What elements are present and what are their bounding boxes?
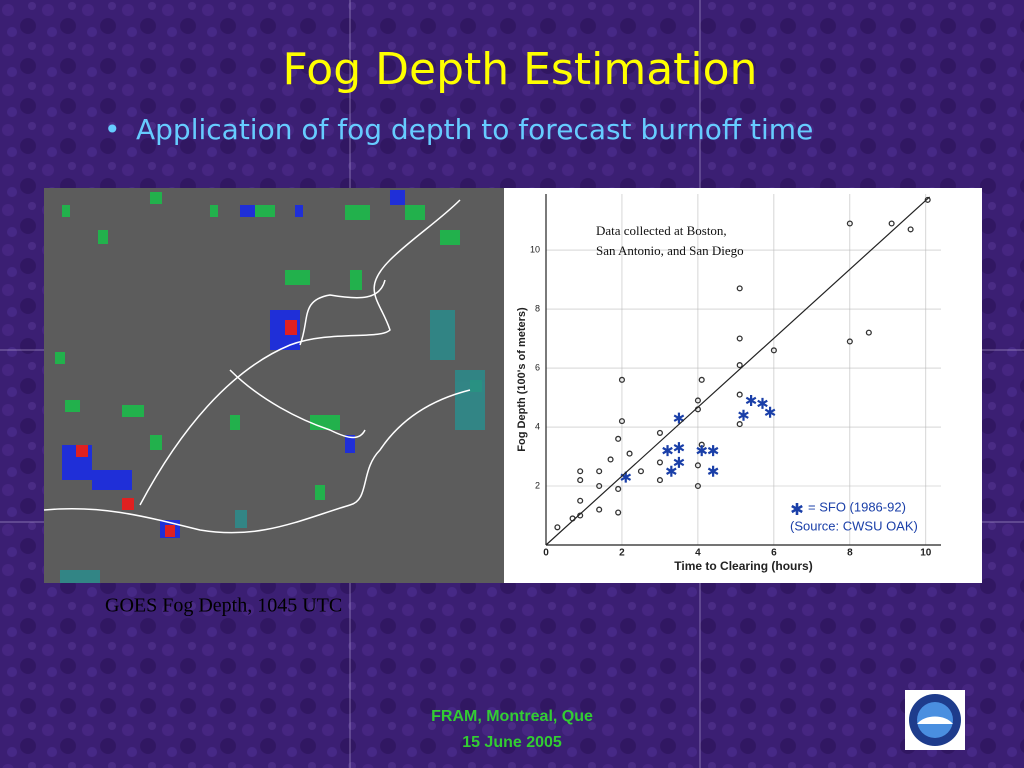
point <box>607 456 614 463</box>
star-point <box>662 445 673 457</box>
map-caption: GOES Fog Depth, 1045 UTC <box>105 595 342 617</box>
fit-line <box>545 196 931 546</box>
point <box>736 421 743 428</box>
x-tick-label: 10 <box>920 548 932 559</box>
point <box>770 347 777 354</box>
x-tick-label: 4 <box>695 548 701 559</box>
bullet: Application of fog depth to forecast bur… <box>136 113 813 146</box>
y-tick-label: 4 <box>535 421 540 431</box>
point <box>694 462 701 469</box>
y-tick-label: 8 <box>535 303 540 313</box>
y-tick-label: 6 <box>535 362 540 372</box>
star-point <box>707 465 719 477</box>
point <box>615 509 622 516</box>
star-point <box>696 445 708 457</box>
y-tick-label: 2 <box>535 480 540 490</box>
point <box>846 338 853 345</box>
x-axis-label: Time to Clearing (hours) <box>674 559 812 573</box>
point <box>694 397 701 404</box>
point <box>698 376 705 383</box>
point <box>736 335 743 342</box>
point <box>618 418 626 425</box>
legend-symbol <box>791 503 803 515</box>
point <box>577 468 584 475</box>
point <box>577 477 584 484</box>
point <box>656 429 663 436</box>
point <box>656 459 663 466</box>
star-point <box>673 442 685 454</box>
x-tick-label: 2 <box>619 548 625 559</box>
point <box>736 391 743 398</box>
point <box>596 468 603 475</box>
bullet-dot: • <box>104 113 121 146</box>
star-point <box>673 456 685 468</box>
point <box>554 524 561 531</box>
noaa-logo <box>905 690 965 750</box>
annotation: Data collected at Boston, <box>596 223 727 238</box>
footer-line: FRAM, Montreal, Que <box>431 708 593 725</box>
x-tick-label: 0 <box>543 548 549 559</box>
source-note: (Source: CWSU OAK) <box>790 518 918 533</box>
x-tick-label: 8 <box>847 548 853 559</box>
footer-line: 15 June 2005 <box>462 734 562 751</box>
star-point <box>757 397 768 409</box>
point <box>888 220 895 227</box>
point <box>907 226 914 233</box>
point <box>656 477 663 484</box>
point <box>694 482 701 490</box>
star-point <box>745 394 757 406</box>
point <box>736 362 743 369</box>
chart: 0 2 4 6 8 10 2 4 6 8 10 Time to Clearing (hours) Fog… <box>516 194 941 573</box>
point <box>865 329 872 336</box>
legend-entry: = SFO (1986-92) <box>808 499 906 514</box>
star-point <box>666 465 677 477</box>
y-axis-label: Fog Depth (100's of meters) <box>516 307 528 452</box>
point <box>615 485 622 493</box>
point <box>618 376 626 383</box>
point <box>596 482 603 490</box>
point <box>577 497 584 504</box>
star-point <box>673 412 685 424</box>
star-point <box>764 406 776 418</box>
star-point <box>738 409 749 421</box>
point <box>596 506 603 513</box>
chart-panel <box>504 188 982 583</box>
x-tick-label: 6 <box>771 548 777 559</box>
slide-title: Fog Depth Estimation <box>283 44 758 95</box>
y-tick-label: 10 <box>530 244 540 254</box>
point <box>615 435 622 442</box>
point <box>637 468 645 475</box>
star-point <box>707 445 719 457</box>
point <box>736 285 743 292</box>
map-image <box>43 188 504 583</box>
point <box>626 450 633 457</box>
point <box>924 196 931 203</box>
point <box>846 220 853 227</box>
annotation: San Antonio, and San Diego <box>596 243 744 258</box>
